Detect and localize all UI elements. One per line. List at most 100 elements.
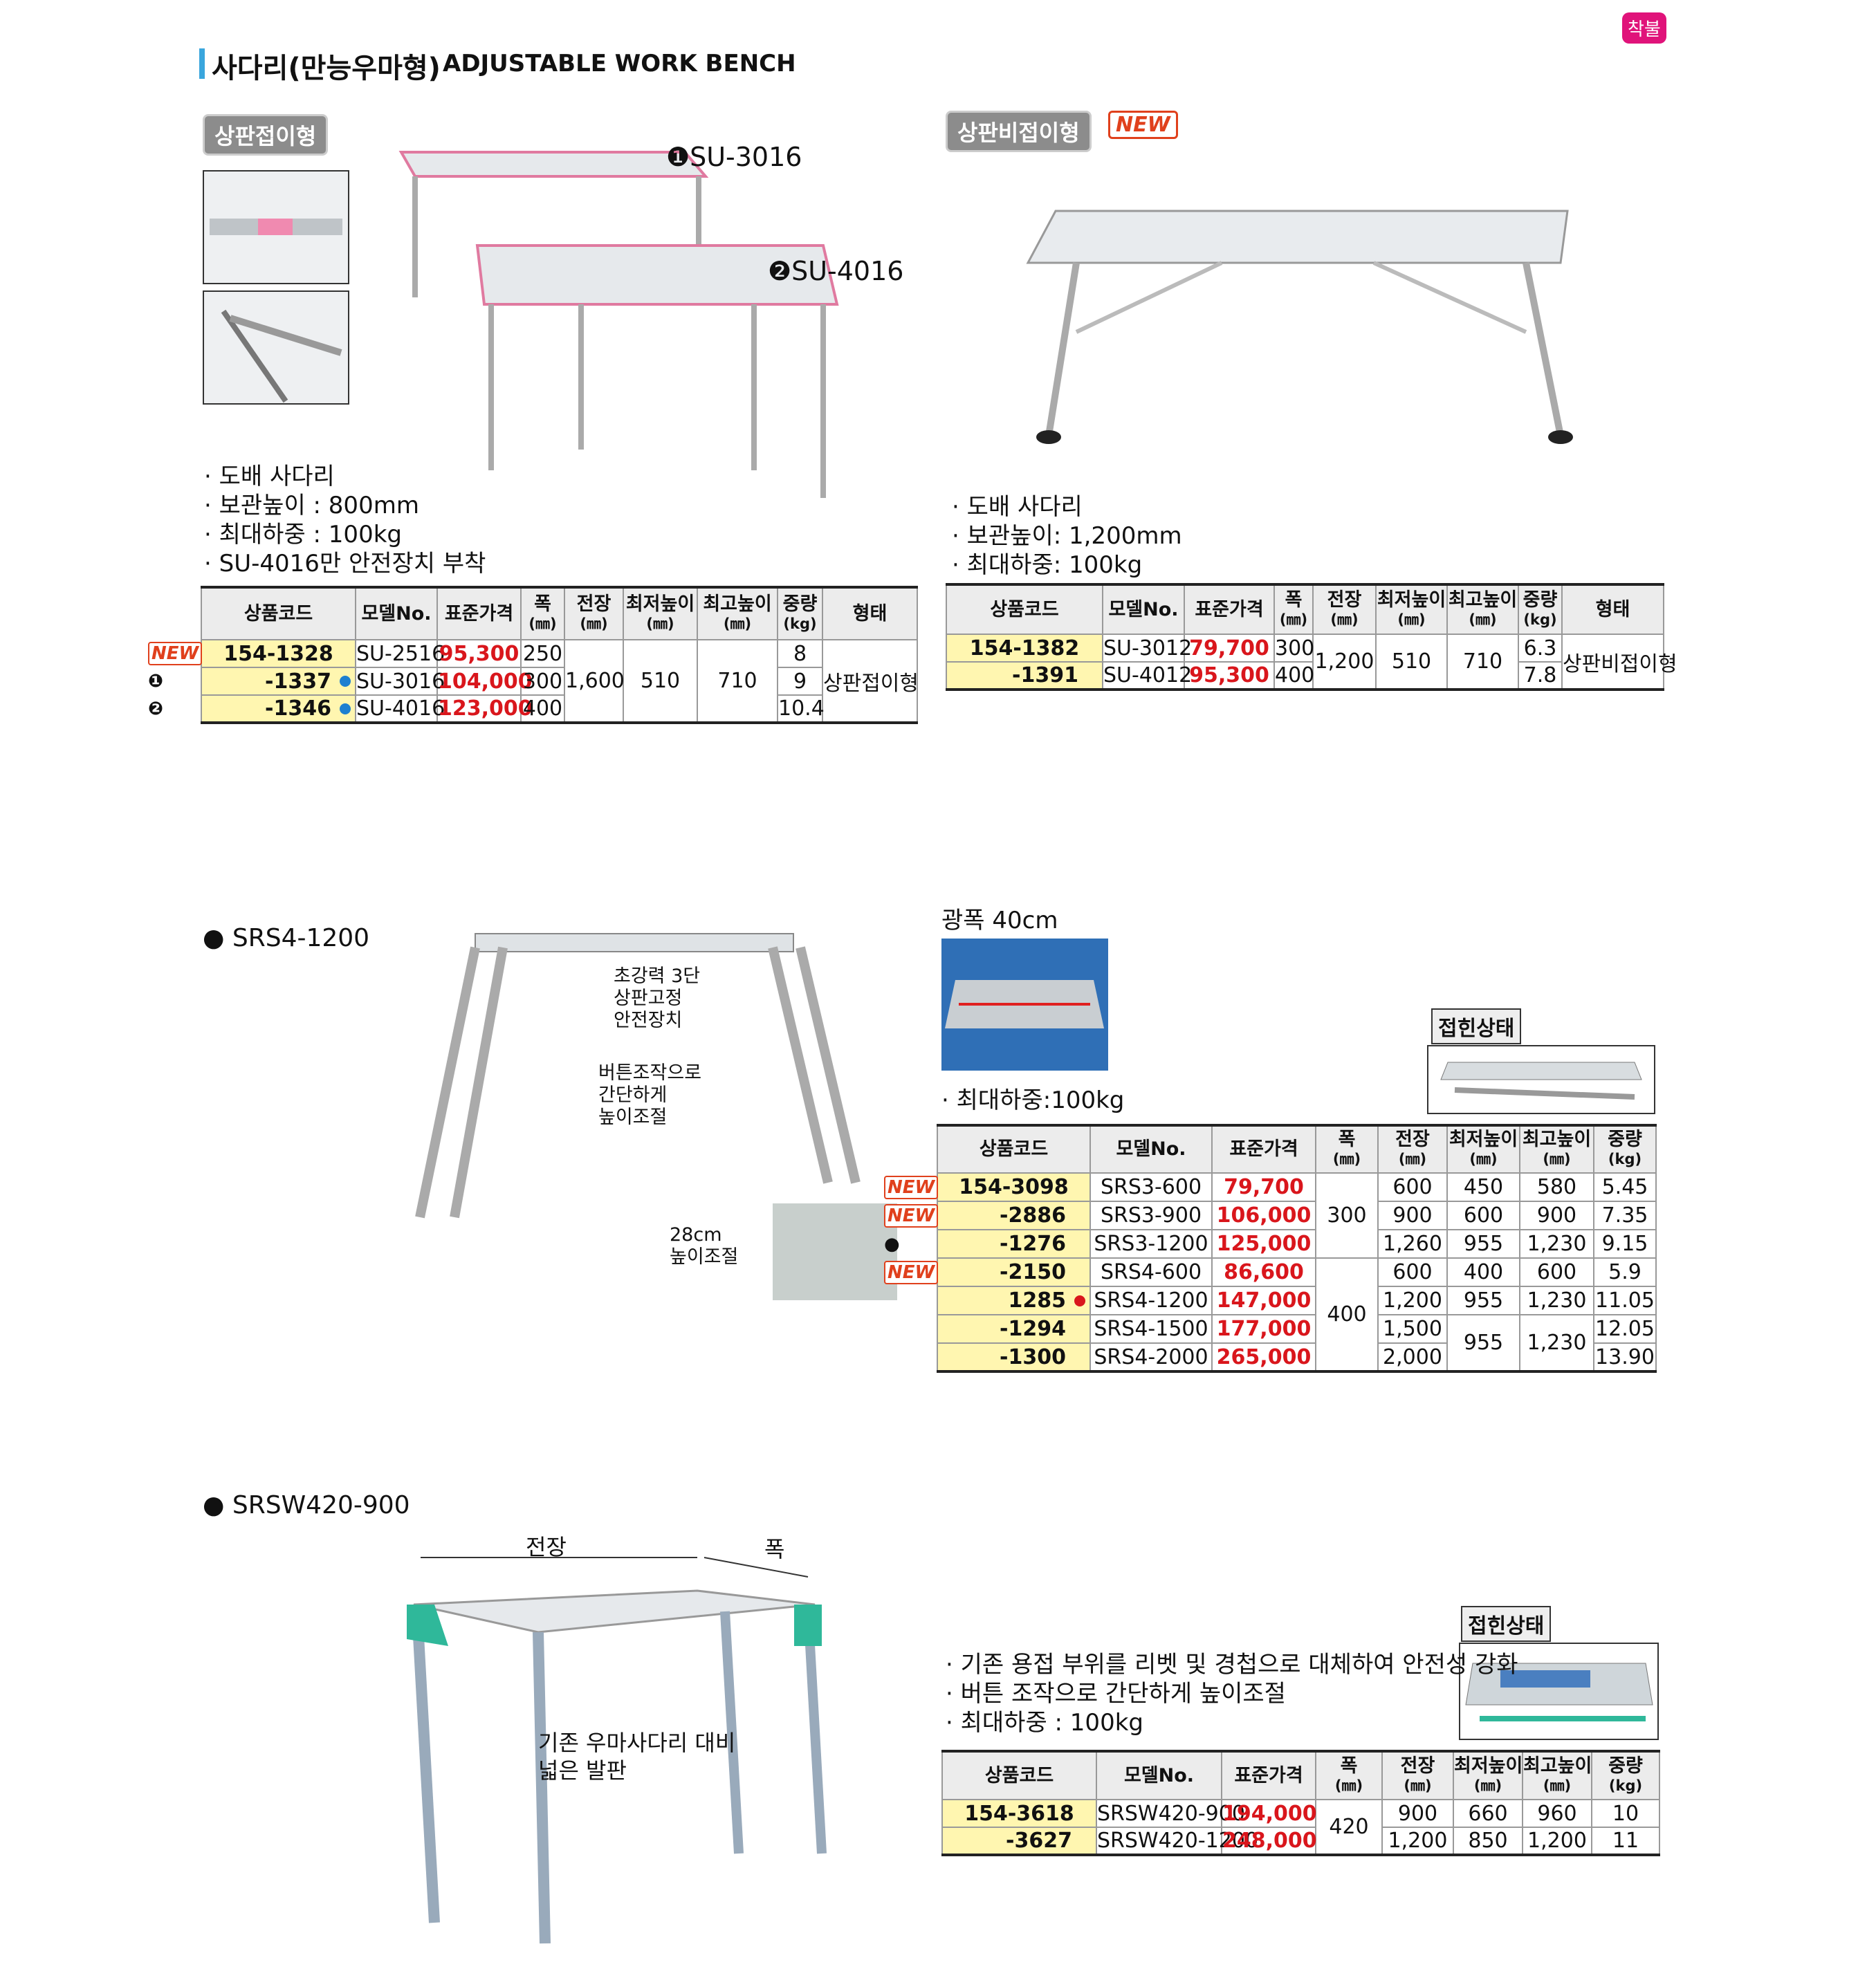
header-text: 최고높이 — [703, 593, 772, 615]
cell: 955 — [1446, 1286, 1520, 1315]
title-ko: 사다리(만능우마형) — [212, 53, 441, 84]
table-row: -1337 ❶ SU-3016 104,000 300 9 — [148, 667, 917, 696]
cell: 400 — [1446, 1257, 1520, 1287]
header-text: 상품코드 — [243, 602, 313, 625]
cell-text: 13.90 — [1595, 1344, 1655, 1369]
cell: 79,700 — [1184, 634, 1275, 663]
wide-label: 광폭 40cm — [941, 907, 1058, 934]
product-code: -1346 — [265, 696, 331, 721]
product-code: -3627 — [1006, 1829, 1072, 1853]
callout: 상판고정 — [614, 988, 683, 1009]
cell: 510 — [1375, 634, 1448, 690]
cell: 955 — [1446, 1314, 1520, 1372]
section-label: 상판접이형 — [203, 114, 329, 156]
product-code: 154-3098 — [959, 1175, 1069, 1199]
cell: 154-1382 — [946, 634, 1103, 663]
product-code: 154-3618 — [964, 1801, 1074, 1826]
cell-text: 900 — [1536, 1203, 1577, 1228]
cell-text: 1,230 — [1527, 1331, 1587, 1355]
header-text: 중량 — [1523, 589, 1558, 611]
header-text: (㎜) — [1469, 611, 1497, 628]
column-header: 전장 (㎜) — [1312, 584, 1377, 635]
callout: 버튼조작으로 — [598, 1062, 702, 1084]
note: · 버튼 조작으로 간단하게 높이조절 — [946, 1680, 1286, 1708]
spec-table: 상품코드 모델No. 표준가격 폭 (㎜) 전장 (㎜) 최저높이 (㎜) 최고높이 (㎜) 중량 (k… — [941, 1750, 1660, 1856]
cell-text: 106,000 — [1216, 1203, 1312, 1228]
header-text: (㎜) — [1543, 1777, 1572, 1794]
column-header: 전장 (㎜) — [564, 586, 624, 640]
cell: 125,000 — [1211, 1229, 1316, 1259]
cell-text: 1,500 — [1383, 1317, 1442, 1341]
note: · 기존 용접 부위를 리벳 및 경첩으로 대체하여 안전성 강화 — [946, 1651, 1518, 1679]
cell: 600 — [1519, 1257, 1594, 1287]
table-row: 154-1328 NEW SU-2516 95,300 250 1,600 510 710 8 상… — [148, 639, 919, 723]
header-text: (㎜) — [1332, 1151, 1361, 1167]
cell: 11.05 — [1593, 1286, 1657, 1315]
cell: 6.3 — [1518, 634, 1563, 663]
cell-text: 600 — [1536, 1260, 1577, 1284]
column-header: 폭 (㎜) — [1315, 1125, 1379, 1174]
column-header: 중량 (kg) — [1591, 1750, 1660, 1800]
header-text: 상품코드 — [979, 1138, 1049, 1160]
column-header: 표준가격 — [1184, 584, 1275, 635]
cell: 710 — [697, 639, 778, 723]
cell-text: 104,000 — [438, 669, 533, 694]
cell-text: SU-3016 — [356, 669, 445, 694]
cell-text: 660 — [1468, 1801, 1508, 1826]
cell-text: 1,200 — [1388, 1829, 1448, 1853]
cell-text: 510 — [1391, 649, 1432, 674]
table-row: 154-3098 NEW SRS3-600 79,700 300 600 450 580 5.4… — [884, 1172, 1657, 1259]
note: · SU-4016만 안전장치 부착 — [204, 550, 486, 577]
column-header: 상품코드 — [946, 584, 1103, 635]
cell-text: 300 — [1327, 1203, 1367, 1228]
cell: 580 — [1519, 1172, 1594, 1202]
header-text: 폭 — [1340, 1755, 1358, 1777]
cell: SRS4-2000 — [1089, 1342, 1213, 1372]
table-row: -1276 ● SRS3-1200 125,000 1,260 955 1,230 9.15 — [884, 1229, 1657, 1259]
title-en: ADJUSTABLE WORK BENCH — [443, 50, 796, 77]
cell-text: 960 — [1537, 1801, 1577, 1826]
cell-text: 7.35 — [1601, 1203, 1648, 1228]
header-text: 상품코드 — [984, 1764, 1054, 1786]
callout: 28cm — [670, 1224, 722, 1246]
model-label: ❶SU-3016 — [666, 142, 802, 172]
header-text: 중량 — [782, 593, 818, 615]
header-text: 상품코드 — [990, 598, 1059, 620]
title-bar — [199, 48, 205, 79]
cell-text: 955 — [1463, 1331, 1504, 1355]
cell-text: 248,000 — [1222, 1829, 1317, 1853]
cell: 86,600 — [1211, 1257, 1316, 1287]
product-code: -1391 — [1012, 663, 1078, 687]
product-code: -1300 — [1000, 1344, 1066, 1369]
note: · 최대하중:100kg — [941, 1087, 1125, 1114]
cell: 300 — [1315, 1172, 1379, 1259]
product-photo — [407, 1557, 827, 1944]
model-label: ❷SU-4016 — [768, 256, 904, 286]
cell-text: 265,000 — [1216, 1344, 1312, 1369]
product-code: 154-1328 — [223, 641, 333, 666]
column-header: 상품코드 — [937, 1125, 1091, 1174]
cell: 13.90 — [1593, 1342, 1657, 1372]
table-row: -1300 SRS4-2000 265,000 2,000 13.90 — [937, 1342, 1657, 1372]
cell: 1,200 — [1377, 1286, 1448, 1315]
note: · 최대하중 : 100kg — [204, 521, 402, 548]
callout: 간단하게 — [598, 1084, 668, 1106]
detail-photo — [941, 939, 1108, 1071]
column-header: 최고높이 (㎜) — [1446, 584, 1519, 635]
header-text: 형태 — [852, 602, 888, 625]
cell: 1,230 — [1519, 1314, 1594, 1372]
cell: 955 — [1446, 1229, 1520, 1259]
dimension-label: 폭 — [764, 1536, 785, 1562]
cell: 154-3618 — [941, 1799, 1097, 1828]
column-header: 형태 — [1561, 584, 1664, 635]
cell-text: 600 — [1392, 1175, 1433, 1199]
cell: 154-3098 NEW — [884, 1172, 1091, 1202]
header-text: (㎜) — [528, 615, 557, 632]
header-text: (㎜) — [1469, 1151, 1498, 1167]
column-header: 모델No. — [1096, 1750, 1222, 1800]
note: · 최대하중 : 100kg — [946, 1709, 1143, 1737]
cell: 194,000 — [1221, 1799, 1317, 1828]
callout: 높이조절 — [598, 1107, 668, 1128]
header-text: 최고높이 — [1448, 589, 1518, 611]
